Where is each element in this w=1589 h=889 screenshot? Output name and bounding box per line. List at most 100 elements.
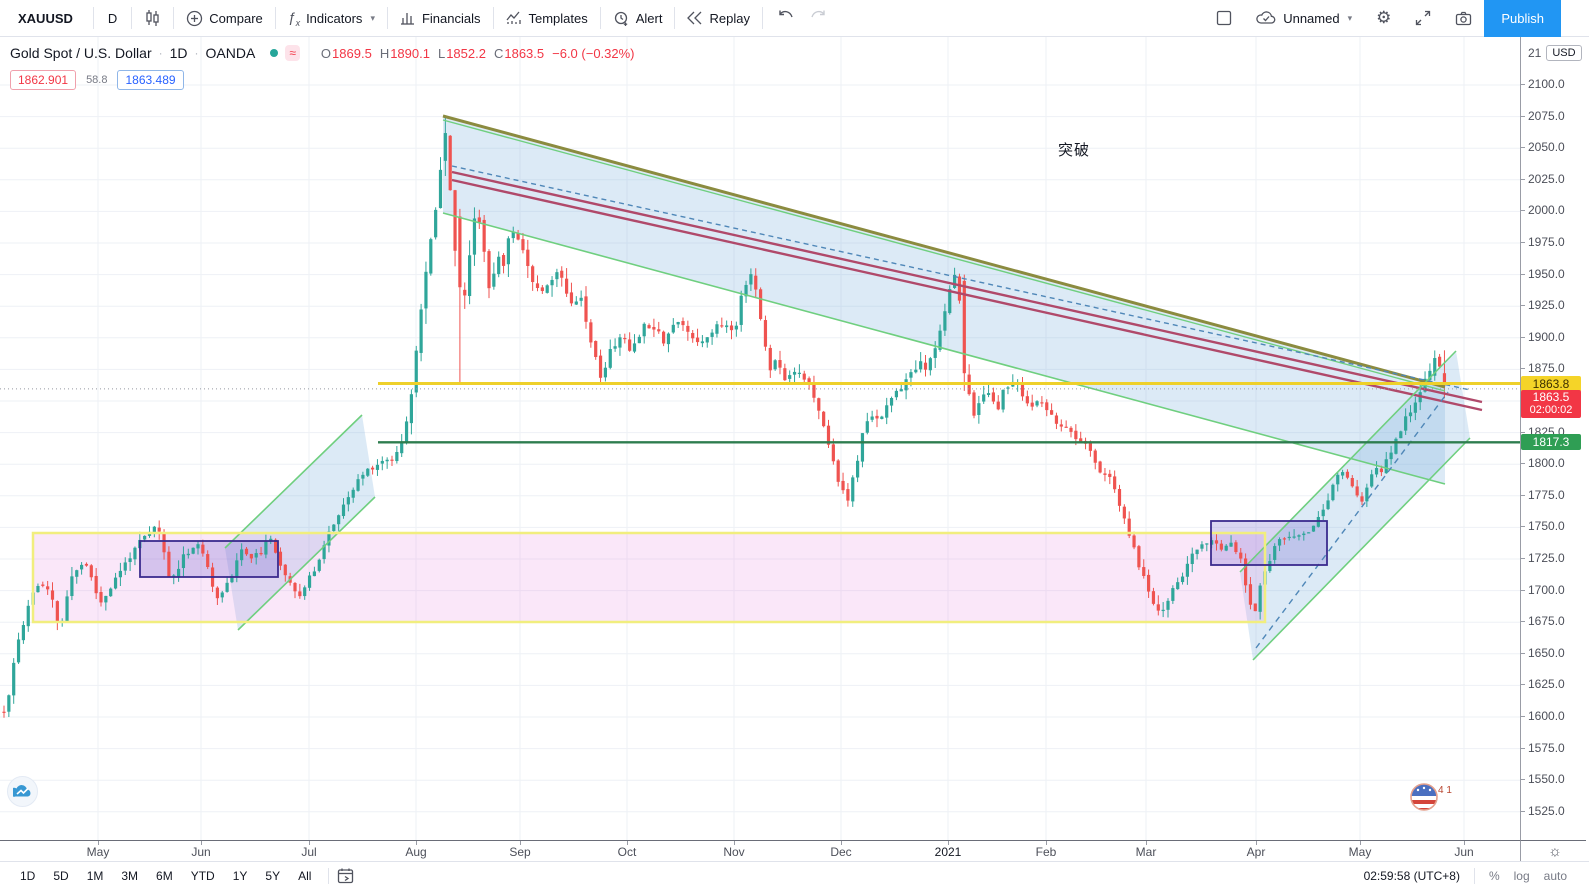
fx-icon: ƒx (287, 8, 301, 28)
separator (274, 7, 276, 29)
separator (492, 7, 494, 29)
candles-layer (2, 116, 1447, 718)
green-line-price-label: 1817.3 (1521, 434, 1581, 451)
fullscreen-button[interactable] (1403, 0, 1443, 36)
log-scale-button[interactable]: log (1513, 868, 1530, 883)
price-tick: 1875.0 (1521, 361, 1565, 376)
price-tick: 1925.0 (1521, 298, 1565, 313)
separator (92, 7, 94, 29)
low-value: 1852.2 (446, 45, 486, 61)
last-price-value: 1863.5 (1532, 389, 1570, 404)
clock-timezone[interactable]: 02:59:58 (UTC+8) (1363, 868, 1460, 883)
financials-button[interactable]: Financials (388, 0, 493, 36)
time-tick: Feb (1035, 845, 1057, 859)
chart-legend[interactable]: Gold Spot / U.S. Dollar · 1D · OANDA ≈ O… (10, 45, 635, 61)
separator (173, 7, 175, 29)
separator (674, 7, 676, 29)
time-tick: Aug (405, 845, 427, 859)
percent-scale-button[interactable]: % (1488, 868, 1500, 883)
price-tick: 1525.0 (1521, 803, 1565, 818)
bar-countdown: 02:00:02 (1529, 403, 1573, 416)
templates-icon (505, 10, 523, 26)
time-tick: Apr (1246, 845, 1266, 859)
price-tick: 2025.0 (1521, 171, 1565, 186)
price-tick: 1600.0 (1521, 709, 1565, 723)
price-tick: 2050.0 (1521, 140, 1565, 155)
separator (386, 7, 388, 29)
price-axis[interactable]: 21 USD 1863.8 1863.5 02:00:02 1817.3 210… (1520, 37, 1586, 840)
price-tick: 1775.0 (1521, 487, 1565, 502)
open-value: 1869.5 (332, 45, 372, 61)
candlestick-chart[interactable] (0, 37, 1520, 840)
chart-style-button[interactable] (132, 0, 173, 36)
right-strip (1586, 37, 1589, 861)
chevron-down-icon: ▾ (370, 12, 375, 23)
price-tick: 1975.0 (1521, 235, 1565, 249)
price-tick: 2075.0 (1521, 108, 1565, 123)
undo-icon[interactable] (777, 9, 795, 28)
price-tick: 1725.0 (1521, 551, 1565, 565)
range-button-all[interactable]: All (298, 868, 312, 883)
price-tick: 1800.0 (1521, 456, 1565, 471)
interval-button[interactable]: D (107, 10, 118, 26)
range-button-5d[interactable]: 5D (53, 868, 69, 883)
financials-icon (400, 10, 416, 26)
range-button-3m[interactable]: 3M (121, 868, 139, 883)
last-price-label: 1863.5 02:00:02 (1521, 389, 1581, 418)
range-button-5y[interactable]: 5Y (265, 868, 281, 883)
indicators-button[interactable]: ƒx Indicators ▾ (287, 8, 375, 28)
market-status-dot (270, 49, 279, 57)
tradingview-logo[interactable] (7, 776, 38, 807)
time-tick: May (86, 845, 110, 859)
ohlc-values: O1869.5 H1890.1 L1852.2 C1863.5 −6.0 (−0… (320, 45, 635, 61)
time-tick: 2021 (934, 845, 962, 859)
bottom-toolbar: 1D 5D 1M 3M 6M YTD 1Y 5Y All 02:59:58 (UTC+8) % … (0, 861, 1589, 889)
candlestick-icon (144, 9, 161, 27)
cloud-check-icon (1256, 10, 1277, 26)
time-axis[interactable]: May Jun Jul Aug Sep Oct Nov Dec 2021 Feb Mar Apr May… (0, 840, 1520, 861)
alert-button[interactable]: Alert (601, 0, 675, 36)
separator (761, 7, 763, 29)
replay-button[interactable]: Replay (675, 0, 761, 36)
toolbar-right: Unnamed ▾ ⚙ Publish (1204, 0, 1589, 37)
legend-exchange: OANDA (205, 45, 256, 61)
price-tick: 1650.0 (1521, 645, 1565, 660)
range-button-1d[interactable]: 1D (20, 868, 36, 883)
camera-icon (1455, 11, 1472, 26)
currency-button[interactable]: USD (1546, 45, 1582, 61)
watermark-text: 4 1 (1438, 785, 1452, 796)
settings-button[interactable]: ⚙ (1364, 0, 1403, 36)
time-tick: Oct (617, 845, 637, 859)
range-button-1m[interactable]: 1M (86, 868, 104, 883)
templates-button[interactable]: Templates (494, 0, 600, 36)
range-button-6m[interactable]: 6M (156, 868, 173, 883)
high-value: 1890.1 (390, 45, 430, 61)
indicator-value-red[interactable]: 1862.901 (10, 70, 77, 90)
indicator-values-row: 1862.901 58.8 1863.489 (10, 70, 184, 90)
layout-button[interactable] (1204, 0, 1244, 36)
save-layout-button[interactable]: Unnamed ▾ (1244, 0, 1364, 36)
publish-button[interactable]: Publish (1484, 0, 1561, 37)
screenshot-button[interactable] (1443, 0, 1484, 36)
delayed-data-icon: ≈ (285, 45, 300, 61)
compare-button[interactable]: Compare (174, 0, 274, 36)
time-tick: May (1348, 845, 1372, 859)
range-button-ytd[interactable]: YTD (190, 868, 215, 883)
text-annotation-breakout[interactable]: 突破 (1058, 142, 1091, 159)
auto-scale-button[interactable]: auto (1543, 868, 1567, 883)
symbol-button[interactable]: XAUUSD (18, 10, 73, 26)
time-tick: Jun (1454, 845, 1474, 859)
scale-gear-icon: ☼ (1548, 842, 1562, 860)
change-value: −6.0 (−0.32%) (552, 45, 635, 61)
price-tick: 1950.0 (1521, 266, 1565, 281)
legend-interval: 1D (169, 45, 188, 61)
indicator-value-blue[interactable]: 1863.489 (117, 70, 184, 90)
redo-icon[interactable] (809, 9, 827, 28)
go-to-date-button[interactable] (337, 867, 354, 884)
price-scale-settings[interactable]: ☼ (1520, 840, 1589, 861)
price-tick: 1625.0 (1521, 677, 1565, 692)
time-tick: Jul (301, 845, 317, 859)
range-button-1y[interactable]: 1Y (232, 868, 248, 883)
separator (131, 7, 133, 29)
